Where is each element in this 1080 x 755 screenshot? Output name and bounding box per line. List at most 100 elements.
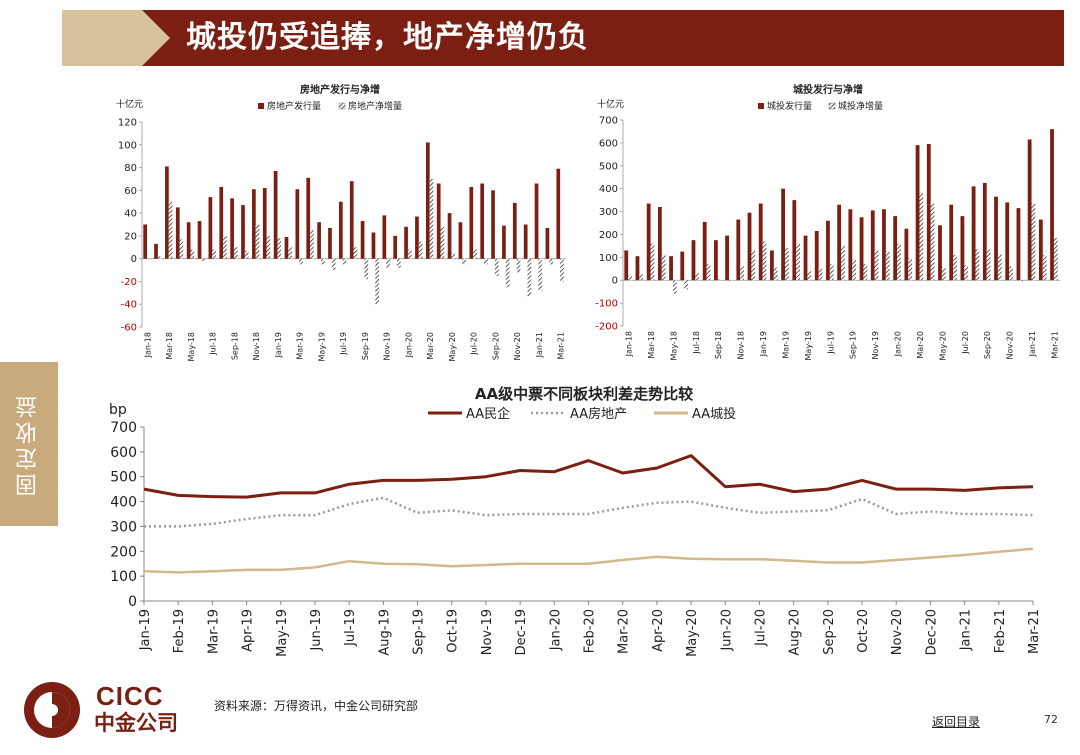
chart2-bar-issue [826,220,830,281]
chart3-x-tick-label: Feb-21 [993,609,1008,653]
chart2-x-tick-label: Sep-18 [714,331,723,359]
chart2-y-tick-label: -100 [595,299,618,310]
chart2-bar-issue [781,188,786,281]
chart2-y-tick-label: 500 [599,161,618,172]
chart1-bar-issue [404,226,408,259]
chart2-bar-issue [848,209,853,281]
chart1-bar-issue [512,202,517,259]
chart2-bar-net [941,267,946,281]
chart1-bar-net [505,258,510,288]
chart1-bar-net [353,247,358,259]
chart2-bar-net [841,245,845,281]
chart2-legend-net: 城投净增量 [838,100,883,112]
chart2-bar-issue [904,228,909,281]
chart1-y-tick-label: 120 [118,118,137,129]
chart2-bar-net [785,248,789,281]
chart2-bar-issue [982,182,987,281]
chart1-x-tick-label: Sep-18 [230,332,239,360]
chart2-x-tick-label: Nov-20 [1006,331,1015,359]
chart2-bar-issue [1038,219,1043,281]
chart1-bar-net [527,258,532,297]
chart2-x-tick-label: Jul-19 [826,331,835,355]
chart1-bar-issue [295,189,300,259]
chart1-x-tick-label: Mar-20 [426,332,435,360]
chart1-x-tick-label: Jul-18 [209,332,218,356]
chart2-x-tick-label: May-18 [669,331,678,360]
chart3-x-tick-label: Aug-20 [788,609,803,656]
chart1-bar-issue [208,197,213,259]
chart2-x-tick-label: Nov-18 [737,331,746,359]
chart2-bar-issue [938,225,942,281]
chart1-x-tick-label: Jan-18 [143,332,152,358]
chart2-bar-net [1053,237,1058,281]
chart2-bar-issue [747,212,752,281]
chart3-y-tick-label: 200 [110,544,137,560]
chart2-bar-issue [657,206,662,281]
chart2-bar-net [986,249,991,281]
back-to-contents-link[interactable]: 返回目录 [932,715,981,729]
chart2-x-tick-label: May-19 [804,331,813,360]
chart1-y-tick-label: 40 [124,209,137,220]
chart2-y-tick-label: 200 [599,230,618,241]
section-tab[interactable]: 固定收益 [0,362,58,526]
chart2-unit: 十亿元 [597,98,624,110]
chart2-y-tick-label: 700 [599,116,618,127]
chart2-x-tick-label: Mar-19 [781,331,790,359]
chart1-bar-issue [175,207,180,259]
chart3-x-tick-label: Nov-19 [480,609,495,655]
chart2-bar-net [953,255,957,281]
chart1-bar-issue [382,215,387,259]
chart2-bar-net [684,280,688,290]
chart3-line-aa-private [143,454,1034,499]
chart1-bar-net [484,258,488,265]
chart1-bar-issue [447,213,452,259]
chart1-bar-net [299,258,303,265]
chart2-bar-net [874,250,879,281]
chart2-legend-issue: 城投发行量 [767,100,812,112]
chart1-bar-issue [491,190,495,259]
chart2-bar-net [773,267,778,281]
chart2-bar-issue [859,217,864,281]
chart2-x-tick-label: Mar-20 [916,331,925,359]
chart2-bar-issue [725,235,730,281]
chart2-bar-issue [1050,129,1054,281]
chart1-bar-net [494,258,499,276]
chart1-bar-net [418,241,423,259]
chart3-x-tick-label: Jul-19 [343,609,358,647]
chart2-bar-net [1009,266,1013,281]
chart1-bar-net [147,258,151,260]
chart1-x-tick-label: Sep-20 [491,332,500,360]
chart3-x-tick-label: Nov-20 [890,609,905,655]
chart2-bar-net [661,255,666,281]
chart2-bar-issue [792,200,797,281]
chart2-bar-net [706,264,711,281]
chart1-bar-net [473,249,477,259]
chart3-line-aa-chengtou [143,547,1034,574]
chart2-bar-net [639,274,644,281]
chart1-y-tick-label: -40 [121,300,137,311]
chart1-bar-net [310,230,314,259]
chart1-legend-issue: 房地产发行量 [267,100,321,112]
chart3-x-tick-label: May-20 [685,609,700,657]
chart1-bar-net [364,258,369,280]
chart2-y-tick-label: -200 [595,322,618,333]
chart2-bar-net [964,265,969,281]
chart1-bar-net [397,258,401,268]
chart1-bar-issue [338,201,343,259]
chart1-y-tick-label: 100 [118,140,137,151]
chart2-bar-net [818,268,823,281]
chart3-x-tick-label: Feb-19 [172,609,187,653]
chart2-bar-issue [1016,208,1021,281]
source-note: 资料来源：万得资讯，中金公司研究部 [214,699,419,713]
chart1-legend-swatch-issue [258,103,264,109]
chart-chengtou: 城投发行与净增 十亿元 城投发行量 城投净增量 700 600 500 400 300 2… [595,83,1060,360]
chart2-bar-net [863,264,868,281]
chart2-x-tick-label: Jul-20 [961,331,970,355]
chart1-bar-net [266,235,271,259]
chart2-legend-swatch-issue [758,103,764,109]
chart1-bar-issue [415,216,419,259]
chart1-x-tick-label: Jan-21 [535,332,544,358]
chart2-y-tick-label: 100 [599,253,618,264]
chart2-bar-net [829,264,834,281]
chart1-bar-net [516,258,521,273]
